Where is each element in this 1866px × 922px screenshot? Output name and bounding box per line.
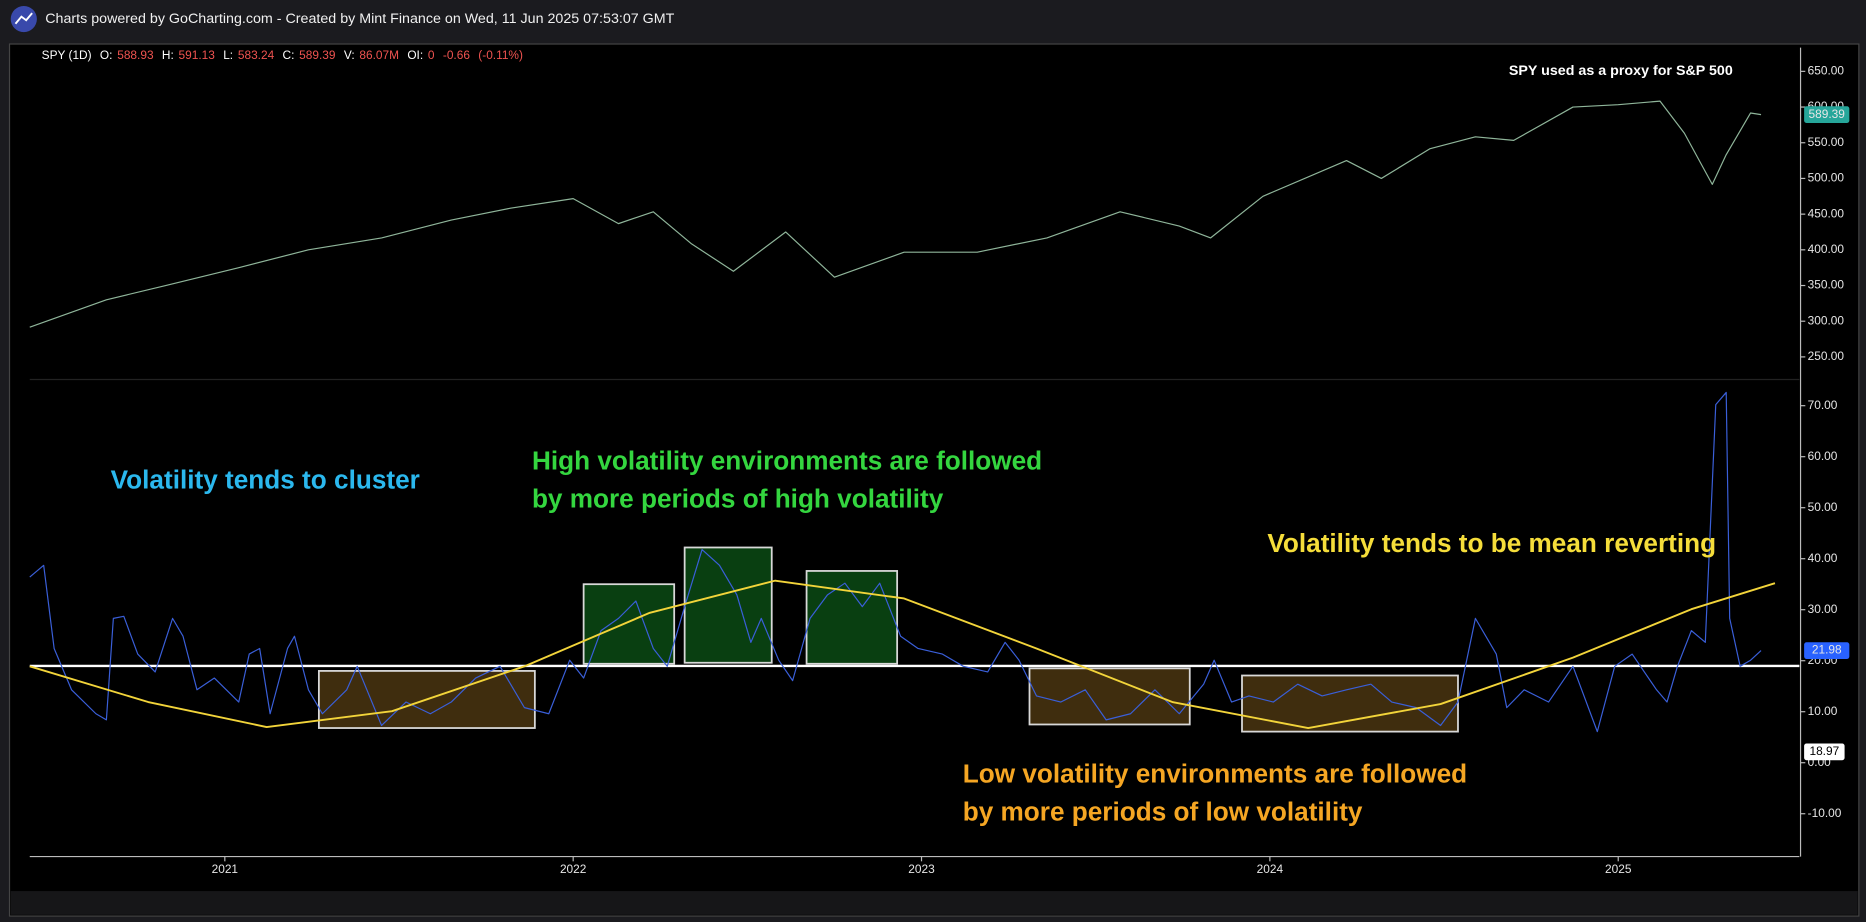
legend-value: 583.24 xyxy=(238,48,275,62)
legend-key: L: xyxy=(223,48,233,62)
y-tick-label: 650.00 xyxy=(1808,64,1845,78)
volatility-zone xyxy=(1241,674,1459,733)
y-tick-label: 10.00 xyxy=(1808,704,1838,718)
last-value-label: 21.98 xyxy=(1812,643,1842,657)
legend-change: -0.66 xyxy=(443,48,470,62)
annotation: by more periods of high volatility xyxy=(532,484,944,514)
annotation: Volatility tends to be mean reverting xyxy=(1267,528,1716,558)
x-tick-label: 2025 xyxy=(1605,862,1632,876)
legend-key: V: xyxy=(344,48,355,62)
series-line xyxy=(29,391,1762,733)
legend-key: C: xyxy=(283,48,295,62)
volatility-zone xyxy=(582,583,676,665)
legend-key: OI: xyxy=(407,48,423,62)
annotation: Low volatility environments are followed xyxy=(963,759,1467,789)
chart-frame xyxy=(8,43,1860,917)
legend-value: 589.39 xyxy=(299,48,336,62)
volatility-zone xyxy=(805,570,899,665)
y-tick-label: 450.00 xyxy=(1808,206,1845,220)
mean-curve xyxy=(29,579,1776,729)
y-tick-label: 40.00 xyxy=(1808,551,1838,565)
y-tick-label: 300.00 xyxy=(1808,313,1845,327)
reference-box xyxy=(1804,743,1845,761)
legend-key: O: xyxy=(100,48,113,62)
y-tick-label: 500.00 xyxy=(1808,171,1845,185)
x-tick-label: 2023 xyxy=(908,862,935,876)
legend-value: 86.07M xyxy=(359,48,399,62)
annotation: by more periods of low volatility xyxy=(963,797,1363,827)
header-title: Charts powered by GoCharting.com - Creat… xyxy=(45,11,674,27)
legend-value: 588.93 xyxy=(117,48,154,62)
y-tick-label: 70.00 xyxy=(1808,398,1838,412)
series-line xyxy=(29,100,1762,328)
annotation: High volatility environments are followe… xyxy=(532,446,1042,476)
reference-label: 18.97 xyxy=(1809,744,1839,758)
x-tick-label: 2024 xyxy=(1257,862,1284,876)
legend-value: 0 xyxy=(428,48,435,62)
x-tick-label: 2021 xyxy=(212,862,239,876)
y-tick-label: 30.00 xyxy=(1808,602,1838,616)
last-value-box xyxy=(1804,106,1850,123)
logo-icon xyxy=(14,12,33,25)
y-tick-label: 400.00 xyxy=(1808,242,1845,256)
legend-value: 591.13 xyxy=(179,48,216,62)
y-tick-label: 550.00 xyxy=(1808,135,1845,149)
legend-key: H: xyxy=(162,48,174,62)
last-value-box xyxy=(1804,642,1850,659)
legend: SPY (1D) O: 588.93 H: 591.13 L: 583.24 C: 589.39… xyxy=(42,48,523,62)
y-tick-label: -10.00 xyxy=(1808,806,1842,820)
y-tick-label: 50.00 xyxy=(1808,500,1838,514)
annotation: Volatility tends to cluster xyxy=(111,465,420,495)
y-tick-label: 60.00 xyxy=(1808,449,1838,463)
x-axis-band xyxy=(10,857,1858,892)
legend-change-pct: (-0.11%) xyxy=(478,48,523,62)
last-value-label: 589.39 xyxy=(1809,107,1846,121)
footer-band xyxy=(10,891,1858,915)
x-tick-label: 2022 xyxy=(560,862,586,876)
y-tick-label: 350.00 xyxy=(1808,278,1845,292)
annotation: SPY used as a proxy for S&P 500 xyxy=(1509,63,1733,79)
y-tick-label: 250.00 xyxy=(1808,349,1845,363)
legend-symbol: SPY (1D) xyxy=(42,48,92,62)
